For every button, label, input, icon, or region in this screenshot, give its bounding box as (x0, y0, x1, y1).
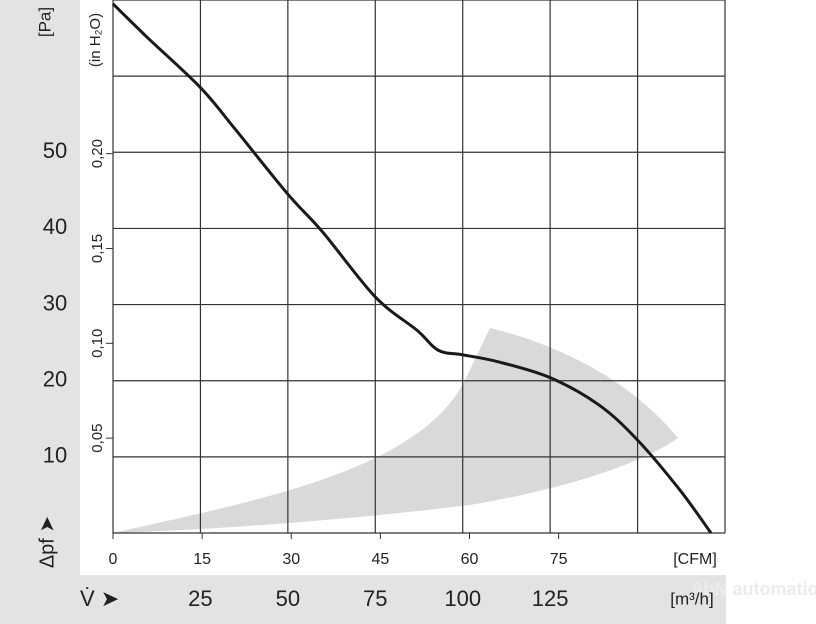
y-tick-label: 50 (43, 138, 67, 163)
y2-tick-label: 0,20 (89, 139, 106, 168)
x2-tick-label: 30 (282, 551, 300, 568)
x2-axis-label: [CFM] (673, 551, 717, 568)
y2-tick-label: 0,05 (89, 424, 106, 453)
x-tick-label: 100 (444, 586, 481, 611)
y-tick-label: 10 (43, 443, 67, 468)
y-tick-label: 30 (43, 290, 67, 315)
x2-tick-label: 60 (461, 551, 479, 568)
y-tick-label: 20 (43, 367, 67, 392)
bottom-band (0, 575, 726, 624)
x-tick-label: 50 (276, 586, 300, 611)
x2-tick-label: 0 (109, 551, 118, 568)
y-symbol: Δpf ➤ (36, 516, 58, 568)
x2-tick-label: 15 (193, 551, 211, 568)
x2-tick-label: 45 (371, 551, 389, 568)
watermark: AbN automation (691, 579, 816, 599)
y2-axis-label: (in H₂O) (87, 13, 104, 67)
y2-tick-label: 0,15 (89, 234, 106, 263)
operating-range (113, 328, 678, 533)
x2-tick-label: 75 (550, 551, 568, 568)
x-symbol: V̇ ➤ (80, 586, 119, 611)
x-axis-label: [m³/h] (670, 589, 713, 608)
fan-curve (111, 2, 713, 534)
x-tick-label: 25 (188, 586, 212, 611)
y2-tick-label: 0,10 (89, 329, 106, 358)
y-axis-label: [Pa] (35, 7, 54, 37)
y-tick-label: 40 (43, 214, 67, 239)
x-tick-label: 75 (363, 586, 387, 611)
x-tick-label: 125 (532, 586, 569, 611)
left-band (0, 0, 80, 624)
